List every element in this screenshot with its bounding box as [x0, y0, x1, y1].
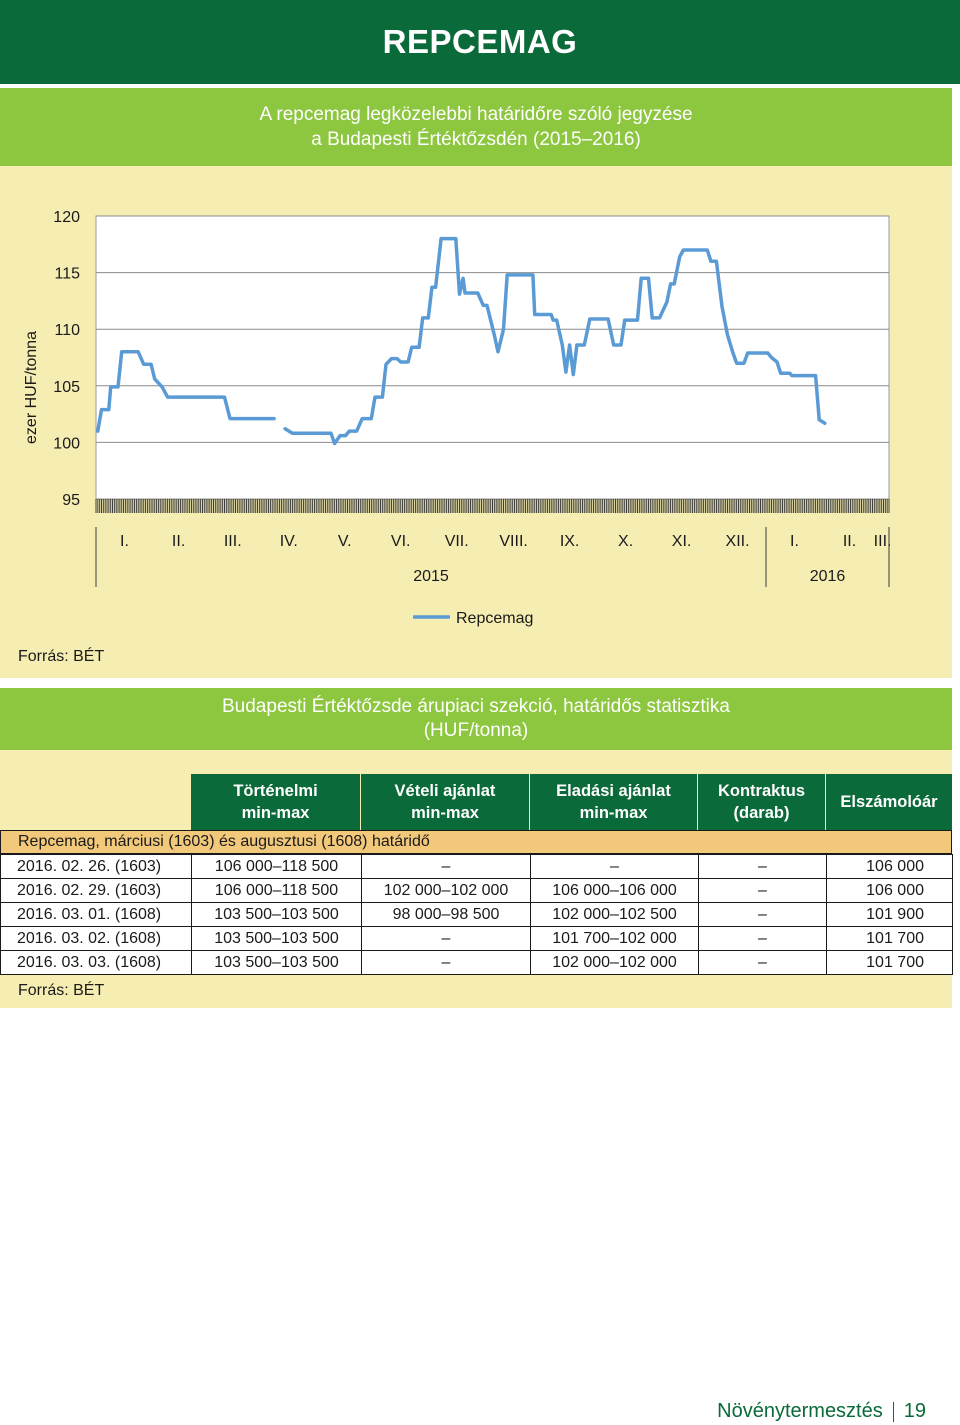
x-month-label: I. [120, 533, 129, 550]
table-section-label: Repcemag, márciusi (1603) és augusztusi … [0, 830, 952, 854]
chart-source: Forrás: BÉT [18, 648, 105, 665]
y-axis-title: ezer HUF/tonna [23, 331, 40, 444]
series-line [283, 236, 827, 446]
x-month-label: II. [843, 533, 856, 550]
chart-title-line1: A repcemag legközelebbi határidőre szóló… [259, 104, 693, 125]
x-year-label: 2015 [413, 568, 449, 585]
header-historical-line1: Történelmi [233, 782, 318, 800]
cell-date: 2016. 02. 29. (1603) [0, 878, 192, 903]
header-contracts-line2: (darab) [733, 804, 790, 822]
price-chart: 95 100 105 110 115 120 ezer HUF/tonna I. II. III.… [23, 209, 892, 627]
page-footer: Növénytermesztés 19 [717, 1400, 926, 1423]
header-historical: Történelmi min-max [191, 774, 361, 830]
table-source: Forrás: BÉT [18, 982, 105, 999]
table-row: 2016. 02. 26. (1603) 106 000–118 500 – –… [0, 854, 953, 879]
cell-bid: 102 000–102 000 [361, 878, 531, 903]
y-tick-label: 110 [54, 322, 80, 339]
stat-title-line2: (HUF/tonna) [423, 720, 529, 741]
legend-label: Repcemag [456, 610, 533, 627]
cell-date: 2016. 02. 26. (1603) [0, 854, 192, 879]
cell-date: 2016. 03. 01. (1608) [0, 902, 192, 927]
cell-bid: 98 000–98 500 [361, 902, 531, 927]
header-contracts-line1: Kontraktus [717, 782, 806, 800]
x-month-label: IX. [560, 533, 580, 550]
header-bid-line2: min-max [411, 804, 479, 822]
plot-area [95, 215, 890, 500]
header-ask-line2: min-max [579, 804, 648, 822]
x-month-label: V. [338, 533, 352, 550]
chart-title-box: A repcemag legközelebbi határidőre szóló… [0, 88, 952, 166]
cell-ask: 102 000–102 500 [530, 902, 699, 927]
x-month-label: IV. [280, 533, 298, 550]
cell-contracts: – [698, 854, 827, 879]
cell-bid: – [361, 926, 531, 951]
table-row: 2016. 02. 29. (1603) 106 000–118 500 102… [0, 878, 953, 903]
x-month-label: XII. [726, 533, 750, 550]
x-month-label: X. [618, 533, 633, 550]
stat-title-line1: Budapesti Értéktőzsde árupiaci szekció, … [222, 696, 730, 717]
header-contracts: Kontraktus (darab) [698, 774, 826, 830]
cell-settlement: 101 700 [826, 926, 953, 951]
x-month-label: II. [172, 533, 185, 550]
cell-historical: 103 500–103 500 [191, 950, 362, 975]
y-tick-label: 100 [53, 435, 80, 452]
cell-settlement: 106 000 [826, 878, 953, 903]
stat-title-box: Budapesti Értéktőzsde árupiaci szekció, … [0, 688, 952, 750]
cell-ask: – [530, 854, 699, 879]
cell-ask: 102 000–102 000 [530, 950, 699, 975]
x-month-label: III. [874, 533, 892, 550]
futures-table: 2016. 02. 26. (1603) 106 000–118 500 – –… [0, 854, 953, 975]
cell-contracts: – [698, 950, 827, 975]
y-tick-label: 95 [62, 492, 80, 509]
cell-settlement: 101 700 [826, 950, 953, 975]
cell-date: 2016. 03. 02. (1608) [0, 926, 192, 951]
header-historical-line2: min-max [241, 804, 310, 822]
y-tick-label: 120 [53, 209, 80, 226]
cell-historical: 106 000–118 500 [191, 854, 362, 879]
x-month-label: I. [790, 533, 799, 550]
table-row: 2016. 03. 02. (1608) 103 500–103 500 – 1… [0, 926, 953, 951]
cell-date: 2016. 03. 03. (1608) [0, 950, 192, 975]
header-bid-line1: Vételi ajánlat [394, 782, 496, 800]
cell-bid: – [361, 950, 531, 975]
cell-historical: 103 500–103 500 [191, 926, 362, 951]
cell-ask: 101 700–102 000 [530, 926, 699, 951]
cell-contracts: – [698, 902, 827, 927]
x-month-label: XI. [672, 533, 692, 550]
chart-title-line2: a Budapesti Értéktőzsdén (2015–2016) [311, 129, 641, 150]
y-tick-label: 115 [54, 266, 80, 283]
header-ask: Eladási ajánlat min-max [530, 774, 698, 830]
cell-contracts: – [698, 878, 827, 903]
y-tick-label: 105 [53, 379, 80, 396]
cell-settlement: 101 900 [826, 902, 953, 927]
cell-bid: – [361, 854, 531, 879]
table-row: 2016. 03. 03. (1608) 103 500–103 500 – 1… [0, 950, 953, 975]
cell-ask: 106 000–106 000 [530, 878, 699, 903]
x-year-label: 2016 [810, 568, 846, 585]
header-settlement-line1: Elszámolóár [840, 793, 938, 811]
page-title-bar: REPCEMAG [0, 0, 960, 84]
page-title: REPCEMAG [382, 23, 578, 60]
table-row: 2016. 03. 01. (1608) 103 500–103 500 98 … [0, 902, 953, 927]
header-bid: Vételi ajánlat min-max [361, 774, 530, 830]
series-line [96, 350, 276, 433]
x-month-label: III. [224, 533, 242, 550]
footer-divider [892, 1401, 894, 1422]
cell-contracts: – [698, 926, 827, 951]
chart-panel: 95 100 105 110 115 120 ezer HUF/tonna I. II. III.… [0, 166, 952, 678]
header-settlement: Elszámolóár [826, 774, 952, 830]
cell-settlement: 106 000 [826, 854, 953, 879]
x-month-label: VI. [391, 533, 411, 550]
x-month-label: VII. [445, 533, 469, 550]
cell-historical: 103 500–103 500 [191, 902, 362, 927]
footer-page-number: 19 [903, 1400, 926, 1422]
header-ask-line1: Eladási ajánlat [556, 782, 671, 800]
x-month-label: VIII. [499, 533, 527, 550]
cell-historical: 106 000–118 500 [191, 878, 362, 903]
footer-section: Növénytermesztés [717, 1400, 883, 1422]
